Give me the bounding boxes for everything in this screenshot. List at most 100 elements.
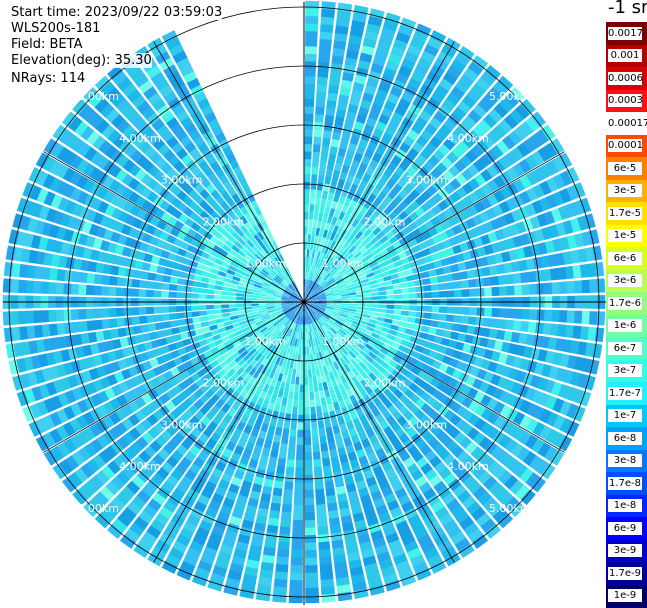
- range-bin-cell: [154, 314, 163, 322]
- range-bin-cell: [394, 305, 402, 310]
- range-bin-cell: [199, 311, 207, 317]
- range-bin-cell: [544, 283, 553, 295]
- range-bin-cell: [589, 279, 598, 293]
- range-bin-cell: [307, 249, 310, 257]
- range-bin-cell: [146, 281, 155, 289]
- range-bin-cell: [437, 321, 446, 329]
- range-bin-cell: [324, 389, 330, 398]
- range-bin-cell: [371, 296, 379, 300]
- colorbar-swatch: 3e-5: [606, 180, 647, 203]
- colorbar-tick-label: 3e-9: [608, 544, 642, 557]
- range-bin-cell: [506, 285, 514, 295]
- colorbar-unit-label: -1 sr: [608, 0, 647, 18]
- range-ring-label: 1.00km: [322, 335, 364, 348]
- range-bin-cell: [139, 316, 148, 324]
- range-bin-cell: [305, 166, 311, 174]
- colorbar-swatch: 0.0001: [606, 135, 647, 158]
- range-bin-cell: [293, 361, 297, 369]
- range-ring-label: 5.00km: [77, 90, 119, 103]
- range-bin-cell: [305, 144, 312, 152]
- range-bin-cell: [221, 295, 229, 299]
- range-bin-cell: [33, 310, 42, 323]
- range-bin-cell: [296, 369, 300, 377]
- range-ring-label: 2.00km: [203, 215, 245, 228]
- start-time-label: Start time: 2023/09/22 03:59:03: [11, 5, 222, 20]
- range-bin-cell: [305, 136, 313, 144]
- range-bin-cell: [415, 318, 424, 325]
- range-bin-cell: [318, 534, 330, 543]
- range-bin-cell: [290, 429, 297, 437]
- range-bin-cell: [521, 284, 529, 295]
- range-bin-cell: [315, 489, 325, 498]
- range-bin-cell: [294, 497, 303, 505]
- range-bin-cell: [312, 151, 319, 159]
- range-bin-cell: [589, 311, 598, 325]
- range-bin-cell: [291, 376, 296, 384]
- range-bin-cell: [281, 511, 292, 520]
- range-bin-cell: [322, 137, 331, 146]
- range-bin-cell: [371, 292, 379, 296]
- range-bin-cell: [305, 452, 312, 460]
- range-bin-cell: [401, 311, 409, 317]
- range-bin-cell: [293, 512, 303, 520]
- range-bin-cell: [275, 571, 288, 580]
- range-bin-cell: [305, 445, 312, 453]
- range-bin-cell: [315, 482, 324, 491]
- range-bin-cell: [191, 287, 199, 293]
- range-bin-cell: [191, 293, 199, 298]
- range-bin-cell: [305, 535, 316, 543]
- range-bin-cell: [321, 579, 335, 588]
- range-bin-cell: [400, 282, 409, 288]
- range-ring-label: 5.00km: [77, 502, 119, 515]
- range-bin-cell: [207, 284, 216, 290]
- range-bin-cell: [293, 399, 298, 407]
- range-bin-cell: [304, 181, 310, 189]
- range-bin-cell: [108, 308, 116, 317]
- range-bin-cell: [86, 320, 95, 331]
- range-bin-cell: [316, 190, 322, 199]
- range-bin-cell: [308, 369, 312, 377]
- range-bin-cell: [313, 459, 321, 468]
- range-bin-cell: [286, 375, 291, 383]
- range-bin-cell: [131, 288, 139, 296]
- range-bin-cell: [138, 289, 146, 297]
- range-bin-cell: [86, 273, 95, 284]
- range-bin-cell: [406, 323, 415, 330]
- range-bin-cell: [312, 166, 319, 174]
- range-bin-cell: [430, 320, 439, 327]
- range-bin-cell: [206, 305, 214, 310]
- elevation-label: Elevation(deg): 35.30: [11, 53, 152, 68]
- range-bin-cell: [193, 275, 202, 282]
- range-bin-cell: [322, 405, 328, 414]
- range-bin-cell: [304, 392, 309, 400]
- range-bin-cell: [18, 311, 27, 325]
- range-bin-cell: [312, 444, 319, 452]
- range-bin-cell: [199, 288, 207, 294]
- range-bin-cell: [258, 298, 266, 300]
- range-bin-cell: [386, 295, 394, 299]
- colorbar-tick-label: 1e-9: [608, 589, 642, 602]
- range-bin-cell: [292, 407, 298, 415]
- range-bin-cell: [312, 369, 316, 377]
- range-bin-cell: [3, 278, 12, 292]
- range-bin-cell: [304, 347, 306, 355]
- range-bin-cell: [491, 287, 499, 296]
- colorbar-swatch: 6e-5: [606, 157, 647, 180]
- range-bin-cell: [278, 412, 285, 421]
- range-bin-cell: [222, 286, 230, 291]
- range-bin-cell: [321, 198, 327, 207]
- range-bin-cell: [385, 314, 393, 319]
- range-bin-cell: [101, 319, 110, 329]
- range-bin-cell: [314, 391, 319, 399]
- range-bin-cell: [416, 286, 424, 292]
- colorbar-swatch: 0.00017: [606, 112, 647, 135]
- range-bin-cell: [139, 280, 148, 288]
- range-bin-cell: [292, 527, 303, 535]
- range-bin-cell: [321, 9, 335, 18]
- range-bin-cell: [319, 436, 326, 445]
- colorbar-swatch: 3e-9: [606, 540, 647, 563]
- range-bin-cell: [177, 319, 186, 326]
- range-bin-cell: [108, 287, 116, 296]
- range-bin-cell: [299, 392, 304, 400]
- range-bin-cell: [318, 54, 330, 63]
